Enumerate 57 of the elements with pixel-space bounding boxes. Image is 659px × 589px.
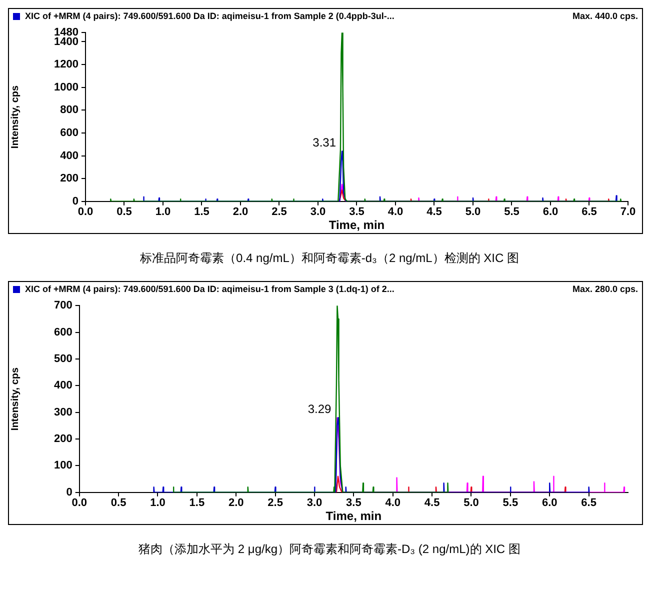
x-tick-label: 1.5 (194, 206, 210, 218)
x-tick-label: 5.5 (502, 497, 518, 510)
chart-subtitle: Max. 280.0 cps. (572, 284, 638, 294)
x-tick-label: 0.5 (110, 497, 126, 510)
text: 标准品阿奇霉素（0.4 ng/mL）和阿奇霉素-d₃（2 ng/mL）检测的 XIC 图 (139, 250, 520, 267)
x-tick-label: 1.0 (155, 206, 171, 218)
x-tick-label: 2.5 (268, 497, 283, 510)
x-tick-label: 2.5 (272, 206, 287, 218)
x-tick-label: 2.0 (232, 206, 248, 218)
x-tick-label: 0.0 (72, 497, 87, 510)
y-tick-label: 400 (54, 380, 72, 392)
x-tick-label: 2.0 (228, 497, 244, 510)
x-tick-label: 6.0 (542, 206, 558, 218)
x-tick-label: 3.0 (306, 497, 322, 510)
y-tick-label: 700 (54, 300, 72, 312)
x-tick-label: 3.0 (310, 206, 326, 218)
x-tick-label: 6.0 (542, 497, 558, 510)
chart-title: XIC of +MRM (4 pairs): 749.600/591.600 Da ID: aqimeisu-1 from Sample 3 (1.dq-1) of 2... (25, 284, 394, 294)
x-tick-label: 3.5 (346, 497, 362, 510)
y-tick-label: 800 (60, 104, 78, 116)
x-tick-label: 5.5 (504, 206, 520, 218)
x-tick-label: 6.5 (581, 497, 596, 510)
chart-title: XIC of +MRM (4 pairs): 749.600/591.600 Da ID: aqimeisu-1 from Sample 2 (0.4ppb-3ul-... (25, 11, 394, 21)
y-tick-label: 0 (66, 486, 72, 498)
y-tick-label: 200 (54, 433, 72, 446)
y-tick-label: 100 (54, 460, 72, 472)
y-tick-label: 1200 (54, 58, 78, 71)
x-tick-label: 4.0 (385, 497, 401, 510)
x-tick-label: 0.5 (116, 206, 132, 218)
x-tick-label: 3.5 (349, 206, 364, 218)
y-tick-label: 1000 (54, 81, 78, 94)
x-tick-label: 4.5 (424, 497, 440, 510)
text: 猪肉（添加水平为 2 μg/kg）阿奇霉素和阿奇霉素-D₃ (2 ng/mL)的 XIC 图 (138, 541, 522, 558)
y-tick-label: 0 (72, 195, 78, 208)
x-tick-label: 4.5 (426, 206, 442, 218)
x-axis-title: Time, min (326, 509, 382, 524)
x-tick-label: 4.0 (388, 206, 404, 218)
x-tick-label: 1.5 (189, 497, 205, 510)
y-axis-title: Intensity, cps (10, 84, 21, 149)
chart-subtitle: Max. 440.0 cps. (572, 11, 638, 21)
y-tick-label: 200 (60, 172, 78, 185)
y-axis-title: Intensity, cps (10, 366, 21, 431)
y-tick-label: 600 (60, 127, 78, 139)
y-tick-label: 300 (54, 406, 72, 418)
x-tick-label: 1.0 (150, 497, 166, 510)
y-tick-label: 500 (54, 353, 72, 366)
annotation: 3.31 (312, 136, 336, 150)
x-tick-label: 7.0 (620, 206, 636, 218)
x-axis-title: Time, min (328, 218, 385, 232)
x-tick-label: 0.0 (78, 206, 94, 218)
y-tick-label: 1400 (54, 36, 78, 48)
y-tick-label: 400 (60, 150, 78, 162)
x-tick-label: 5.0 (465, 206, 481, 218)
annotation: 3.29 (308, 402, 332, 416)
y-tick-label: 600 (54, 326, 72, 338)
x-tick-label: 6.5 (582, 206, 597, 218)
x-tick-label: 5.0 (464, 497, 479, 510)
